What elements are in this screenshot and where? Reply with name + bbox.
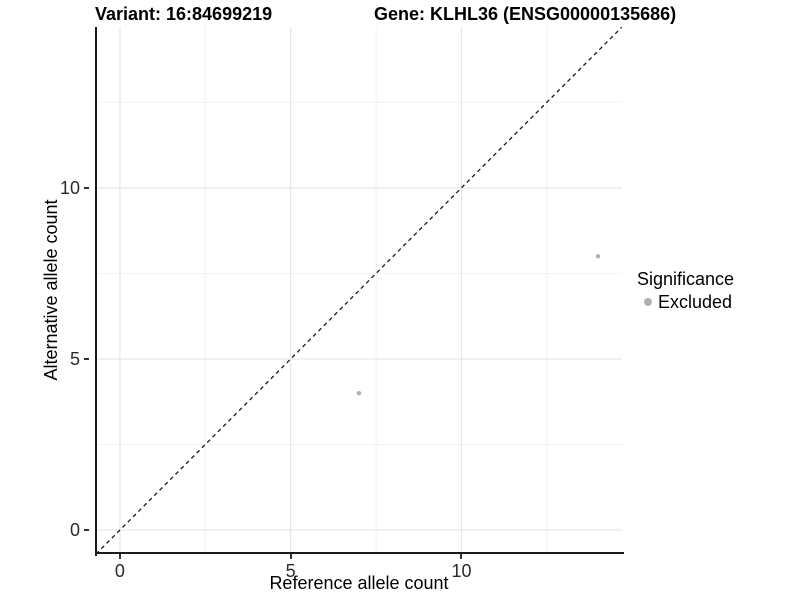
legend-item-excluded: Excluded xyxy=(637,291,734,313)
x-tick-label: 10 xyxy=(451,561,472,581)
y-axis-line xyxy=(95,27,97,556)
x-tick-mark xyxy=(118,554,121,559)
y-tick-label: 0 xyxy=(69,520,80,541)
legend: Significance Excluded xyxy=(637,268,734,313)
circle-icon xyxy=(644,298,652,306)
legend-title: Significance xyxy=(637,269,735,289)
y-tick-label: 5 xyxy=(69,348,80,369)
x-tick-mark xyxy=(460,554,463,559)
y-axis-title: Alternative allele count xyxy=(41,199,61,381)
x-tick-label: 0 xyxy=(114,561,125,581)
gene-title: Gene: KLHL36 (ENSG00000135686) xyxy=(374,4,677,24)
data-point xyxy=(356,390,362,396)
identity-line xyxy=(96,27,622,554)
plot-canvas xyxy=(96,27,622,554)
x-tick-mark xyxy=(289,554,292,559)
x-tick-label: 5 xyxy=(285,561,296,581)
x-axis-title: Reference allele count xyxy=(269,573,449,593)
legend-item-label: Excluded xyxy=(658,292,733,312)
x-axis-line xyxy=(95,552,624,554)
y-axis-ticks: 0 5 10 xyxy=(0,27,90,554)
y-tick-mark xyxy=(84,357,89,360)
plot-panel xyxy=(96,27,622,554)
y-tick-mark xyxy=(84,529,89,532)
y-tick-mark xyxy=(84,186,89,189)
data-point xyxy=(595,254,601,259)
y-tick-label: 10 xyxy=(59,177,80,198)
x-axis-ticks: 0 5 10 xyxy=(96,554,622,594)
variant-title: Variant: 16:84699219 xyxy=(95,4,273,24)
